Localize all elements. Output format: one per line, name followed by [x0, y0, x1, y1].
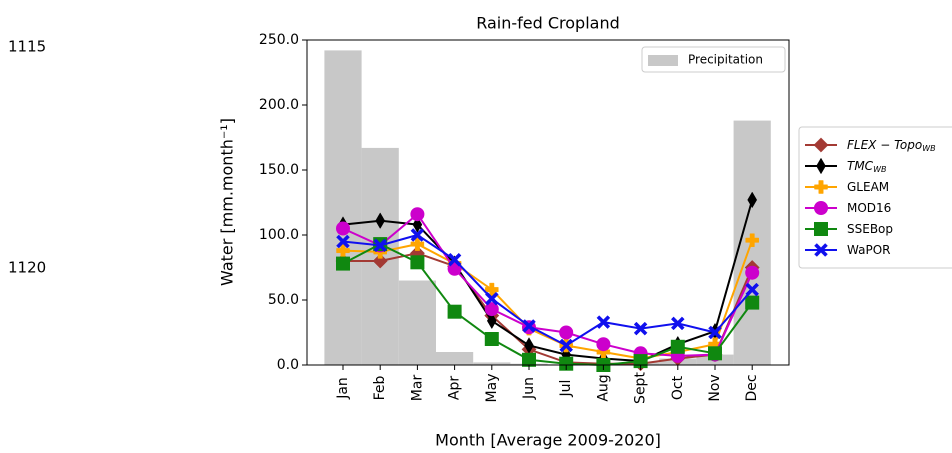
precipitation-bar — [324, 50, 362, 366]
legend-subscript: WB — [873, 165, 886, 174]
legend-label: GLEAM — [847, 180, 889, 194]
plot-frame — [306, 39, 790, 366]
marker — [596, 337, 611, 352]
marker — [745, 233, 759, 247]
legend-label: Precipitation — [688, 53, 763, 67]
legend-label: SSEBop — [847, 222, 893, 236]
chart-title: Rain-fed Cropland — [476, 14, 620, 33]
legend-label: TMCWB — [847, 159, 886, 174]
x-tick-label: Aug — [595, 374, 611, 401]
legend-label: FLEX − TopoWB — [847, 138, 936, 153]
legend-box — [798, 126, 952, 269]
marker — [814, 243, 828, 257]
y-tick-label: 250.0 — [259, 32, 299, 48]
marker — [559, 338, 574, 353]
marker — [410, 207, 425, 222]
legend-label: WaPOR — [847, 243, 890, 257]
x-tick-label: Nov — [707, 374, 723, 401]
x-axis-label: Month [Average 2009-2020] — [435, 431, 661, 450]
legend-label: MOD16 — [847, 201, 891, 215]
marker — [708, 325, 722, 340]
x-tick-label: Jun — [521, 377, 537, 400]
marker — [747, 191, 758, 209]
series-line — [342, 233, 753, 347]
marker — [373, 238, 388, 253]
x-tick-label: Dec — [744, 374, 760, 401]
marker — [522, 352, 536, 367]
y-tick-label: 0.0 — [277, 357, 299, 373]
precipitation-bar — [398, 280, 436, 365]
marker — [486, 312, 497, 330]
legend-name: SSEBop — [847, 222, 893, 236]
marker — [708, 346, 722, 361]
x-tick-label: Oct — [670, 375, 686, 400]
marker — [336, 234, 350, 249]
y-tick-label: 100.0 — [259, 227, 299, 243]
marker — [559, 325, 574, 340]
x-tick-label: Mar — [409, 375, 425, 402]
marker — [633, 321, 648, 336]
legend-name: WaPOR — [847, 243, 890, 257]
precipitation-bar — [473, 362, 511, 365]
marker — [813, 137, 829, 153]
marker — [670, 316, 685, 331]
x-tick-label: Feb — [372, 375, 388, 400]
marker — [522, 319, 536, 333]
marker — [336, 256, 350, 271]
line-number: 1115 — [8, 38, 46, 56]
marker — [410, 255, 425, 270]
marker — [410, 237, 425, 251]
marker — [484, 302, 499, 317]
marker — [745, 265, 760, 280]
y-axis-label: Water [mm.month⁻¹] — [218, 118, 237, 286]
marker — [814, 180, 828, 194]
x-tick-label: Sept — [633, 372, 649, 404]
x-tick-label: Apr — [447, 376, 463, 400]
precipitation-bar — [436, 352, 474, 365]
marker — [447, 252, 462, 267]
marker — [410, 228, 425, 242]
marker — [596, 315, 611, 329]
marker — [745, 282, 760, 297]
legend-subscript: WB — [922, 144, 935, 153]
marker — [375, 212, 386, 229]
x-tick-label: Jan — [335, 377, 351, 400]
marker — [814, 201, 828, 215]
legend-swatch — [648, 55, 678, 66]
y-tick-label: 50.0 — [268, 292, 299, 308]
x-tick-label: Jul — [558, 380, 574, 398]
marker — [484, 332, 499, 346]
legend-name: GLEAM — [847, 180, 889, 194]
marker — [814, 222, 828, 236]
marker — [484, 291, 499, 306]
marker — [670, 339, 685, 354]
marker — [336, 221, 350, 236]
x-tick-label: May — [484, 374, 500, 403]
marker — [372, 253, 388, 269]
legend-name: FLEX − Topo — [847, 138, 922, 152]
legend-name: TMC — [847, 159, 874, 173]
y-tick-label: 200.0 — [259, 97, 299, 113]
marker — [559, 356, 574, 371]
marker — [447, 304, 462, 319]
marker — [745, 295, 760, 310]
y-tick-label: 150.0 — [259, 162, 299, 178]
legend-name: MOD16 — [847, 201, 891, 215]
line-number: 1120 — [8, 259, 46, 277]
marker — [816, 157, 826, 175]
